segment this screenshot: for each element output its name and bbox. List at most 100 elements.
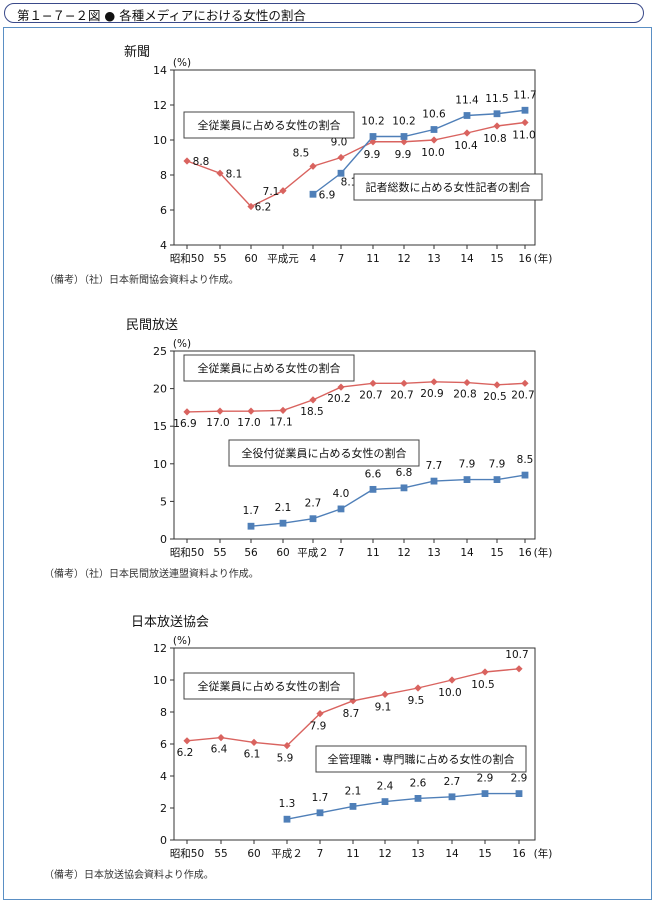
data-point bbox=[414, 795, 422, 802]
data-label: 5.9 bbox=[277, 753, 294, 765]
x-tick-label: 平成２ bbox=[271, 848, 303, 860]
data-point bbox=[217, 734, 225, 742]
x-tick-label: 12 bbox=[397, 547, 410, 559]
y-tick-label: 4 bbox=[160, 770, 167, 783]
chart-title: 新聞 bbox=[124, 44, 150, 60]
data-point bbox=[337, 505, 345, 513]
x-unit-label: (年) bbox=[534, 847, 553, 860]
data-point bbox=[216, 169, 224, 177]
x-tick-label: 60 bbox=[276, 547, 289, 559]
data-point bbox=[430, 126, 438, 133]
data-point bbox=[283, 815, 291, 823]
y-unit-label: (%) bbox=[173, 338, 191, 350]
x-tick-label: 平成元 bbox=[267, 253, 299, 265]
x-tick-label: 昭和50 bbox=[170, 547, 204, 559]
data-point bbox=[247, 522, 255, 530]
data-point bbox=[349, 803, 357, 810]
data-point bbox=[183, 737, 191, 745]
data-label: 10.2 bbox=[392, 116, 415, 128]
data-point bbox=[279, 519, 287, 527]
data-label: 17.1 bbox=[269, 416, 292, 428]
data-label: 17.0 bbox=[237, 417, 260, 429]
legend-box bbox=[353, 173, 543, 201]
data-point bbox=[283, 742, 291, 750]
x-tick-label: 昭和50 bbox=[170, 253, 204, 265]
x-tick-label: 7 bbox=[338, 547, 345, 559]
figure-header: 第１−７−２図 ● 各種メディアにおける女性の割合 bbox=[4, 3, 644, 23]
x-tick-label: 60 bbox=[247, 848, 260, 860]
data-point bbox=[430, 136, 438, 144]
x-tick-label: 56 bbox=[244, 547, 258, 559]
data-label: 2.7 bbox=[444, 776, 461, 788]
x-tick-label: 55 bbox=[214, 848, 227, 860]
x-tick-label: 11 bbox=[346, 848, 359, 860]
data-label: 2.9 bbox=[477, 773, 494, 785]
y-tick-label: 14 bbox=[153, 64, 167, 77]
legend-label: 全従業員に占める女性の割合 bbox=[198, 118, 341, 132]
data-point bbox=[515, 790, 523, 797]
data-label: 2.7 bbox=[305, 498, 322, 510]
data-label: 20.7 bbox=[511, 389, 534, 401]
plot-frame bbox=[173, 69, 536, 246]
data-label: 20.7 bbox=[359, 389, 382, 401]
y-tick-label: 12 bbox=[153, 642, 167, 655]
data-point bbox=[463, 112, 471, 119]
data-point bbox=[381, 690, 389, 698]
data-point bbox=[493, 476, 501, 483]
data-point bbox=[337, 153, 345, 162]
data-label: 4.0 bbox=[333, 488, 350, 500]
data-label: 9.5 bbox=[408, 695, 425, 707]
x-tick-label: 平成２ bbox=[297, 547, 329, 559]
data-label: 10.6 bbox=[422, 109, 446, 121]
legend-label: 全従業員に占める女性の割合 bbox=[198, 679, 341, 693]
data-label: 11.4 bbox=[455, 95, 479, 107]
data-label: 11.0 bbox=[512, 130, 535, 142]
x-tick-label: 16 bbox=[518, 547, 532, 559]
data-label: 20.5 bbox=[483, 391, 506, 403]
x-tick-label: 11 bbox=[366, 547, 379, 559]
x-tick-label: 13 bbox=[411, 848, 424, 860]
data-label: 7.9 bbox=[459, 459, 476, 471]
data-point bbox=[369, 138, 377, 146]
x-tick-label: 14 bbox=[460, 547, 474, 559]
data-point bbox=[481, 668, 489, 676]
legend-label: 全管理職・専門職に占める女性の割合 bbox=[328, 752, 515, 766]
x-tick-label: 15 bbox=[478, 848, 491, 860]
x-tick-label: 12 bbox=[397, 253, 410, 265]
data-label: 9.9 bbox=[364, 149, 381, 161]
data-label: 2.1 bbox=[345, 785, 362, 797]
data-point bbox=[247, 202, 255, 211]
plot-frame bbox=[173, 350, 536, 540]
data-point bbox=[247, 407, 255, 415]
data-label: 2.1 bbox=[275, 502, 292, 514]
data-label: 7.1 bbox=[263, 186, 280, 198]
data-point bbox=[430, 477, 438, 485]
figure-title: 第１−７−２図 ● 各種メディアにおける女性の割合 bbox=[17, 8, 306, 23]
y-tick-label: 6 bbox=[160, 204, 167, 217]
x-tick-label: 13 bbox=[427, 547, 440, 559]
data-point bbox=[463, 129, 471, 137]
x-tick-label: 7 bbox=[317, 848, 324, 860]
legend-box bbox=[315, 745, 527, 773]
legend-box bbox=[228, 439, 420, 467]
chart-3: 日本放送協会 (%) 0 2 4 6 8 10 12 昭和50 55 60 平成２ 7 11 12 13 14 15… bbox=[44, 615, 552, 881]
legend-label: 記者総数に占める女性記者の割合 bbox=[366, 180, 531, 194]
data-point bbox=[400, 133, 408, 140]
data-label: 6.1 bbox=[244, 748, 261, 760]
data-point bbox=[337, 383, 345, 391]
data-label: 6.6 bbox=[365, 468, 382, 480]
x-tick-label: 15 bbox=[490, 547, 503, 559]
y-unit-label: (%) bbox=[173, 635, 191, 647]
chart-title: 民間放送 bbox=[126, 318, 178, 333]
data-point bbox=[521, 379, 529, 387]
y-tick-label: 8 bbox=[160, 706, 167, 719]
x-tick-label: 13 bbox=[427, 253, 440, 265]
data-point bbox=[493, 110, 501, 118]
data-label: 6.9 bbox=[319, 189, 336, 201]
series-line-1 bbox=[186, 121, 526, 208]
x-tick-label: 15 bbox=[490, 253, 503, 265]
data-point bbox=[493, 381, 501, 389]
data-label: 10.0 bbox=[438, 687, 461, 699]
data-label: 7.9 bbox=[310, 721, 327, 733]
x-tick-label: 16 bbox=[512, 848, 526, 860]
